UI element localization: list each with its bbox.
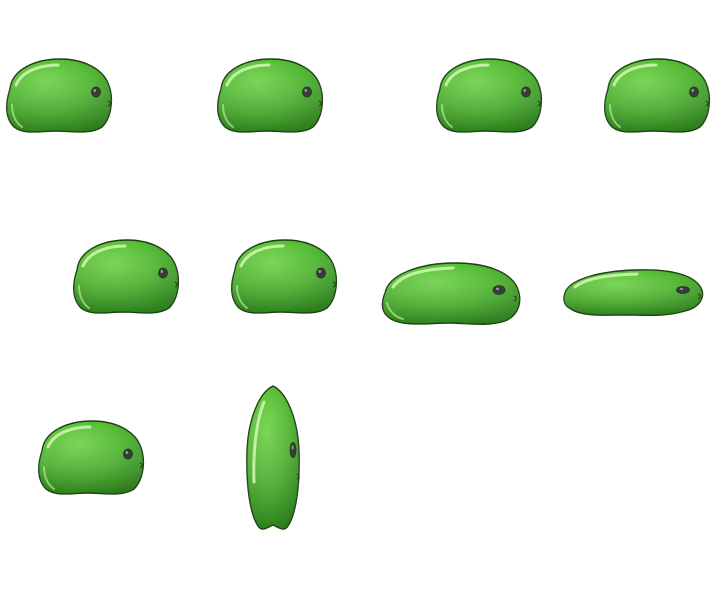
slime-frame-2	[213, 55, 327, 139]
slime-frame-5	[69, 236, 183, 320]
slime-frame-8	[561, 265, 706, 321]
slime-frame-6	[227, 236, 341, 320]
slime-frame-3	[432, 55, 546, 139]
slime-frame-4	[600, 55, 714, 139]
slime-frame-9	[34, 417, 148, 501]
slime-frame-1	[2, 55, 116, 139]
slime-frame-7	[379, 257, 524, 329]
slime-frame-10	[242, 382, 304, 534]
